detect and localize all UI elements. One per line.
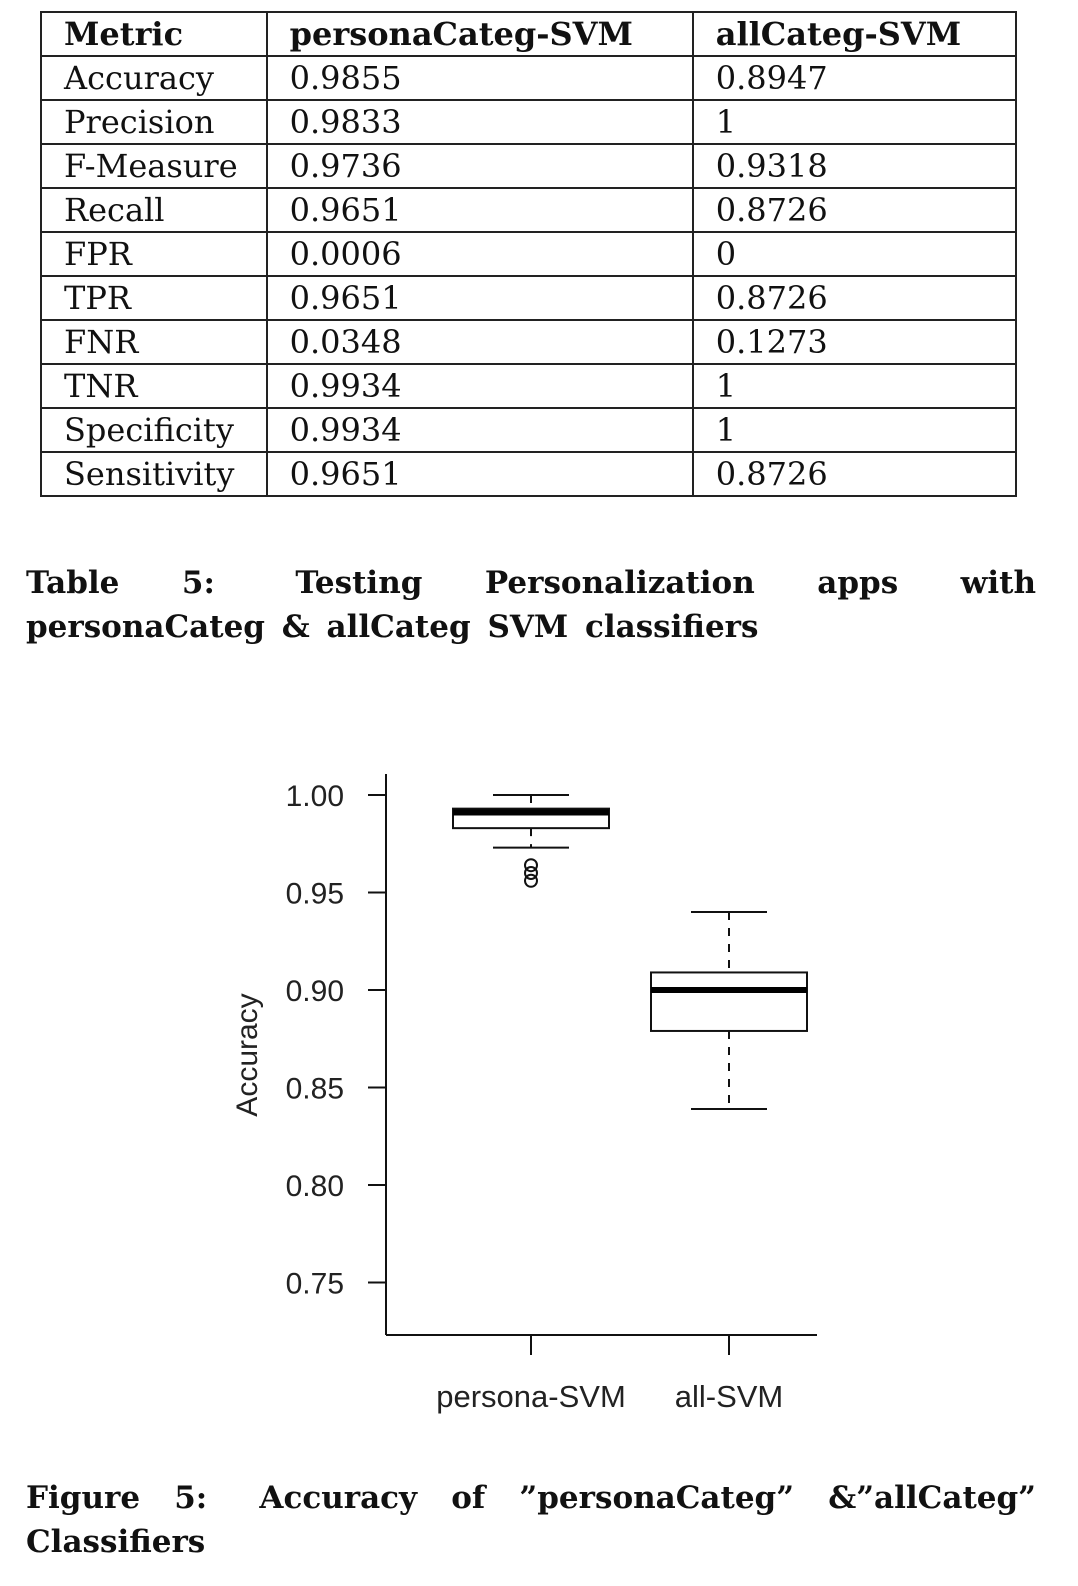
table-row: FNR 0.0348 0.1273 <box>40 319 1018 365</box>
y-tick-label: 0.95 <box>286 878 344 911</box>
y-tick-label: 1.00 <box>286 780 344 813</box>
outlier-point <box>524 858 538 873</box>
metric-name: TNR <box>40 363 268 409</box>
persona-svm-value: 0.9651 <box>265 187 694 233</box>
table-row: Precision 0.9833 1 <box>40 99 1018 145</box>
table-row: FPR 0.0006 0 <box>40 231 1018 277</box>
all-svm-value: 0.9318 <box>691 143 1018 189</box>
persona-svm-value: 0.9934 <box>265 407 694 453</box>
figure-caption: Figure 5: Accuracy of ”personaCateg” &”a… <box>26 1476 1036 1564</box>
persona-svm-value: 0.0348 <box>265 319 694 365</box>
persona-svm-value: 0.9934 <box>265 363 694 409</box>
figure-caption-text: Accuracy of ”personaCateg” &”allCateg” C… <box>26 1480 1036 1560</box>
metric-name: FNR <box>40 319 268 365</box>
all-svm-value: 1 <box>691 407 1018 453</box>
table-caption-text: Testing Personalization apps with person… <box>26 565 1036 645</box>
persona-svm-value: 0.0006 <box>265 231 694 277</box>
y-tick-label: 0.80 <box>286 1170 344 1203</box>
table-row: Specificity 0.9934 1 <box>40 407 1018 453</box>
table-row: TNR 0.9934 1 <box>40 363 1018 409</box>
table-row: F-Measure 0.9736 0.9318 <box>40 143 1018 189</box>
persona-svm-value: 0.9833 <box>265 99 694 145</box>
all-svm-value: 0.1273 <box>691 319 1018 365</box>
table-header-row: Metric personaCateg-SVM allCateg-SVM <box>40 11 1018 57</box>
header-metric: Metric <box>40 11 268 57</box>
persona-svm-value: 0.9651 <box>265 275 694 321</box>
metric-name: TPR <box>40 275 268 321</box>
y-tick-label: 0.75 <box>286 1268 344 1301</box>
table-row: Sensitivity 0.9651 0.8726 <box>40 451 1018 497</box>
all-svm-value: 0.8726 <box>691 451 1018 497</box>
metric-name: Sensitivity <box>40 451 268 497</box>
all-svm-value: 0 <box>691 231 1018 277</box>
metric-name: FPR <box>40 231 268 277</box>
outlier-point <box>524 866 538 880</box>
all-svm-value: 0.8726 <box>691 275 1018 321</box>
metrics-table-container: Metric personaCateg-SVM allCateg-SVM Acc… <box>40 11 1018 497</box>
all-svm-value: 1 <box>691 363 1018 409</box>
metric-name: Recall <box>40 187 268 233</box>
metric-name: Precision <box>40 99 268 145</box>
persona-svm-value: 0.9736 <box>265 143 694 189</box>
iqr-box <box>650 971 808 1032</box>
all-svm-value: 0.8726 <box>691 187 1018 233</box>
table-caption-label: Table 5: <box>26 565 215 601</box>
table-caption: Table 5: Testing Personalization apps wi… <box>26 561 1036 649</box>
metrics-table: Metric personaCateg-SVM allCateg-SVM Acc… <box>40 11 1018 497</box>
box-persona-SVM <box>452 794 610 888</box>
x-tick-label: all-SVM <box>675 1379 784 1414</box>
table-row: Recall 0.9651 0.8726 <box>40 187 1018 233</box>
metric-name: F-Measure <box>40 143 268 189</box>
x-tick-label: persona-SVM <box>436 1379 626 1414</box>
accuracy-boxplot: 1.00 0.95 0.90 0.85 0.80 0.75 Accuracy persona-… <box>231 774 817 1414</box>
figure-caption-label: Figure 5: <box>26 1480 208 1516</box>
persona-svm-value: 0.9855 <box>265 55 694 101</box>
persona-svm-value: 0.9651 <box>265 451 694 497</box>
header-persona-svm: personaCateg-SVM <box>265 11 694 57</box>
header-all-svm: allCateg-SVM <box>691 11 1018 57</box>
all-svm-value: 1 <box>691 99 1018 145</box>
box-all-SVM <box>650 911 808 1110</box>
y-axis-label: Accuracy <box>231 993 264 1116</box>
outlier-point <box>524 873 538 888</box>
all-svm-value: 0.8947 <box>691 55 1018 101</box>
y-tick-label: 0.90 <box>286 975 344 1008</box>
table-row: Accuracy 0.9855 0.8947 <box>40 55 1018 101</box>
y-tick-label: 0.85 <box>286 1073 344 1106</box>
metric-name: Accuracy <box>40 55 268 101</box>
table-row: TPR 0.9651 0.8726 <box>40 275 1018 321</box>
metric-name: Specificity <box>40 407 268 453</box>
